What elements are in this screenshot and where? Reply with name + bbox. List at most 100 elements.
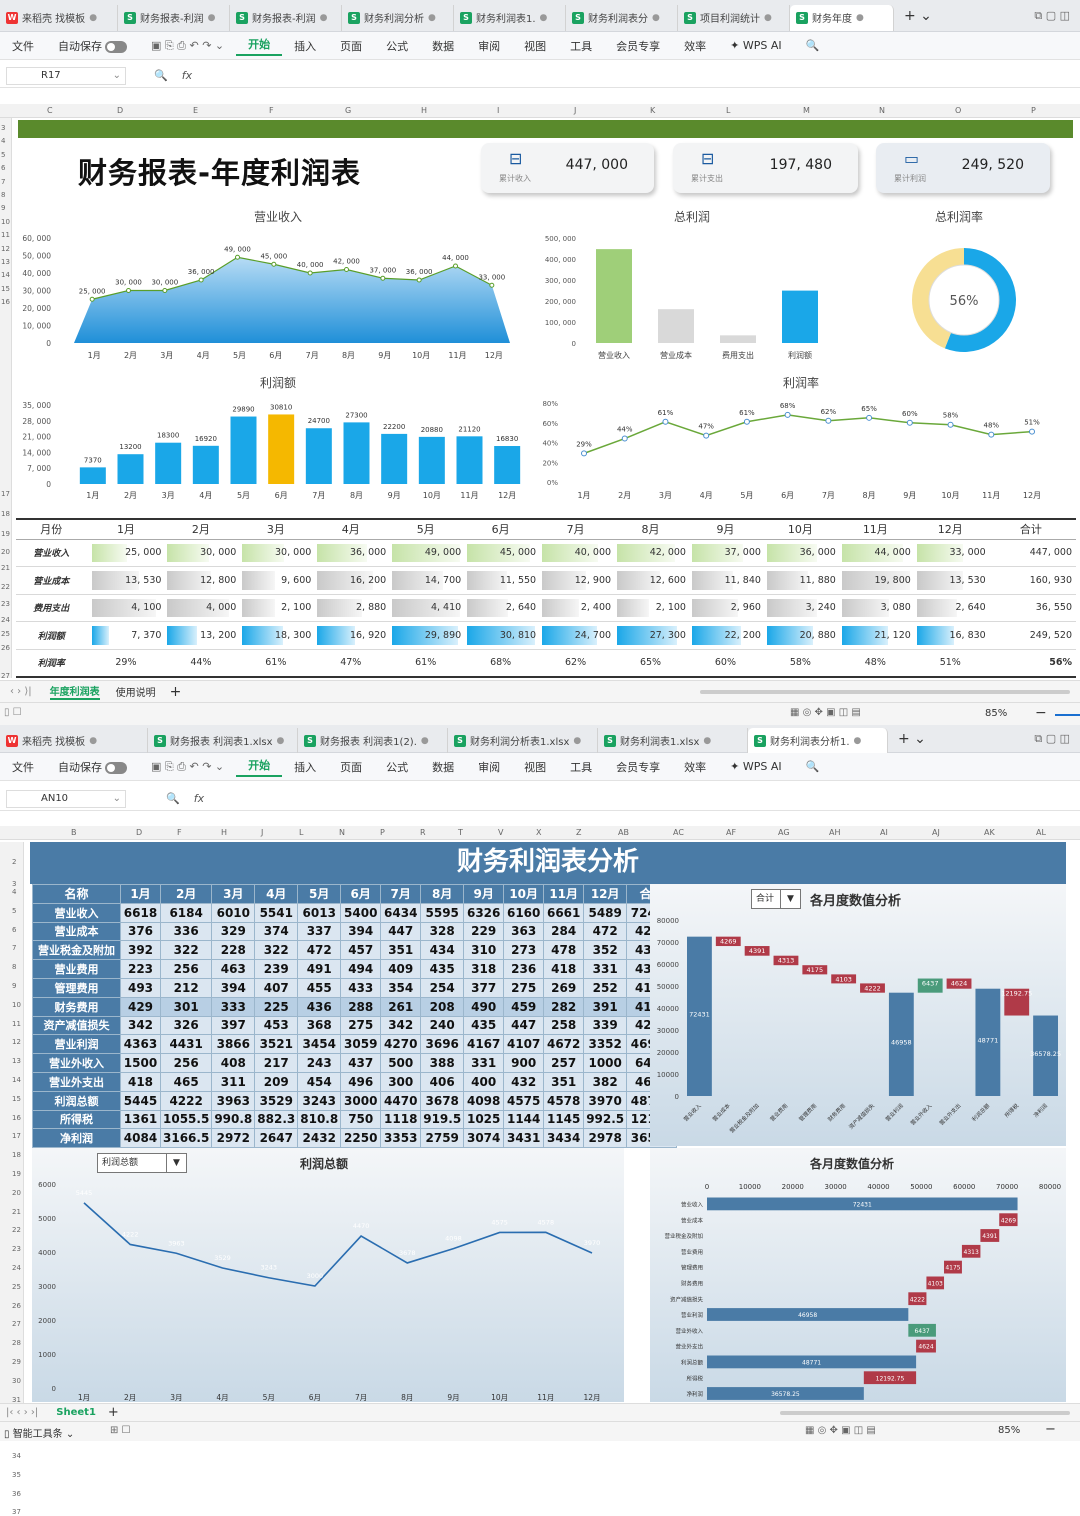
column-header[interactable]: L	[726, 106, 731, 115]
row-header[interactable]: 2	[12, 858, 17, 866]
table-cell[interactable]: 30, 000	[240, 539, 316, 567]
table-cell[interactable]: 11, 880	[764, 566, 840, 595]
column-header[interactable]: T	[458, 828, 463, 837]
table-cell[interactable]: 30, 000	[165, 539, 241, 567]
row-header[interactable]: 10	[12, 1000, 21, 1009]
column-header[interactable]: AH	[829, 828, 841, 837]
row-header[interactable]: 16	[1, 298, 10, 307]
menu-3[interactable]: 插入	[294, 760, 317, 774]
table-cell[interactable]: 51%	[914, 649, 990, 678]
table-cell[interactable]: 58%	[764, 649, 840, 678]
table-cell[interactable]: 21, 120	[839, 621, 915, 650]
close-icon[interactable]: ●	[89, 735, 98, 746]
table-cell[interactable]: 30, 810	[465, 621, 541, 650]
row-header[interactable]: 22	[12, 1226, 21, 1235]
file-tab[interactable]: S 财务报表-利润 ●	[118, 4, 230, 31]
close-icon[interactable]: ●	[89, 12, 98, 23]
table-cell[interactable]: 3454	[297, 1034, 342, 1055]
table-cell[interactable]: 223	[120, 959, 161, 979]
zoom-level[interactable]: 85%	[998, 1425, 1021, 1436]
table-cell[interactable]: 382	[583, 1071, 628, 1092]
column-header[interactable]: P	[380, 828, 385, 837]
table-cell[interactable]: 2, 400	[540, 594, 616, 622]
table-cell[interactable]: 60%	[689, 649, 765, 678]
row-header[interactable]: 23	[1, 600, 10, 608]
column-header[interactable]: AB	[618, 828, 629, 837]
table-cell[interactable]: 3529	[254, 1090, 299, 1111]
column-header[interactable]: R	[420, 828, 426, 837]
menu-4[interactable]: 页面	[340, 760, 363, 774]
table-cell[interactable]: 44%	[165, 649, 241, 678]
table-cell[interactable]: 36, 000	[315, 539, 391, 567]
table-cell[interactable]: 2, 880	[315, 594, 391, 622]
table-cell[interactable]: 463	[211, 959, 256, 979]
table-cell[interactable]: 328	[420, 921, 465, 942]
column-header[interactable]: I	[497, 106, 500, 115]
column-header[interactable]: AI	[880, 828, 888, 837]
table-cell[interactable]: 407	[254, 977, 299, 998]
table-cell[interactable]: 3353	[380, 1128, 422, 1149]
column-header[interactable]: P	[1031, 106, 1036, 115]
file-tab[interactable]: S 财务年度 ●	[790, 4, 894, 31]
row-header[interactable]: 12	[1, 244, 10, 253]
name-box[interactable]: R17 ⌄	[6, 66, 126, 85]
column-header[interactable]: J	[261, 828, 264, 837]
table-cell[interactable]: 1145	[543, 1109, 585, 1130]
sheet-nav-icon[interactable]: |‹ ‹ › ›|	[6, 1407, 39, 1418]
table-cell[interactable]: 3970	[583, 1090, 628, 1111]
column-header[interactable]: Z	[576, 828, 582, 837]
table-cell[interactable]: 322	[159, 940, 213, 961]
table-cell[interactable]: 256	[159, 1053, 213, 1073]
row-header[interactable]: 19	[12, 1170, 21, 1178]
menu-8[interactable]: 视图	[524, 39, 547, 53]
row-header[interactable]: 23	[12, 1245, 21, 1254]
table-cell[interactable]: 12, 800	[165, 566, 241, 595]
total-cell[interactable]: 36, 550	[989, 594, 1076, 622]
menu-2[interactable]: 开始	[236, 757, 283, 777]
menu-1[interactable]: 自动保存	[46, 38, 139, 54]
table-cell[interactable]: 37, 000	[689, 539, 765, 567]
table-cell[interactable]: 2, 100	[240, 594, 316, 622]
table-cell[interactable]: 493	[120, 977, 161, 998]
column-header[interactable]: J	[574, 106, 577, 115]
table-cell[interactable]: 2, 960	[689, 594, 765, 622]
table-cell[interactable]: 61%	[390, 649, 466, 678]
table-cell[interactable]: 4098	[463, 1090, 505, 1111]
horizontal-scrollbar[interactable]	[700, 690, 1070, 694]
zoom-level[interactable]: 85%	[985, 708, 1008, 719]
table-cell[interactable]: 62%	[540, 649, 616, 678]
autosave-toggle[interactable]	[105, 40, 127, 53]
menu-6[interactable]: 数据	[432, 760, 455, 774]
table-cell[interactable]: 455	[297, 977, 342, 998]
table-cell[interactable]: 7, 370	[90, 621, 166, 650]
table-cell[interactable]: 29, 890	[390, 621, 466, 650]
table-cell[interactable]: 418	[120, 1071, 161, 1092]
table-cell[interactable]: 363	[503, 921, 545, 942]
row-header[interactable]: 19	[1, 530, 10, 538]
table-cell[interactable]: 351	[543, 1071, 585, 1092]
table-cell[interactable]: 9, 600	[240, 566, 316, 595]
column-header[interactable]: H	[221, 828, 228, 837]
table-cell[interactable]: 49, 000	[390, 539, 466, 567]
menu-0[interactable]: 文件	[12, 760, 34, 774]
search-icon[interactable]: 🔍	[805, 39, 820, 52]
table-cell[interactable]: 14, 700	[390, 566, 466, 595]
chevron-down-icon[interactable]: ⌄	[112, 69, 121, 81]
new-tab-icon[interactable]: + ⌄	[904, 7, 932, 24]
sheet-tab-sheet1[interactable]: Sheet1	[56, 1407, 96, 1418]
column-header[interactable]: M	[803, 106, 810, 115]
table-cell[interactable]: 494	[340, 959, 382, 979]
close-icon[interactable]: ●	[853, 735, 862, 746]
column-header[interactable]: AJ	[932, 828, 940, 837]
table-cell[interactable]: 4470	[380, 1090, 422, 1111]
row-header[interactable]: 24	[12, 1264, 21, 1272]
row-header[interactable]: 14	[12, 1076, 21, 1084]
row-header[interactable]: 17	[1, 490, 10, 498]
close-icon[interactable]: ●	[539, 12, 548, 23]
table-cell[interactable]: 2432	[297, 1128, 342, 1149]
table-cell[interactable]: 4222	[159, 1090, 213, 1111]
menu-5[interactable]: 公式	[386, 760, 409, 774]
table-cell[interactable]: 465	[159, 1071, 213, 1092]
total-cell[interactable]: 249, 520	[989, 621, 1076, 650]
close-icon[interactable]: ●	[207, 12, 216, 23]
